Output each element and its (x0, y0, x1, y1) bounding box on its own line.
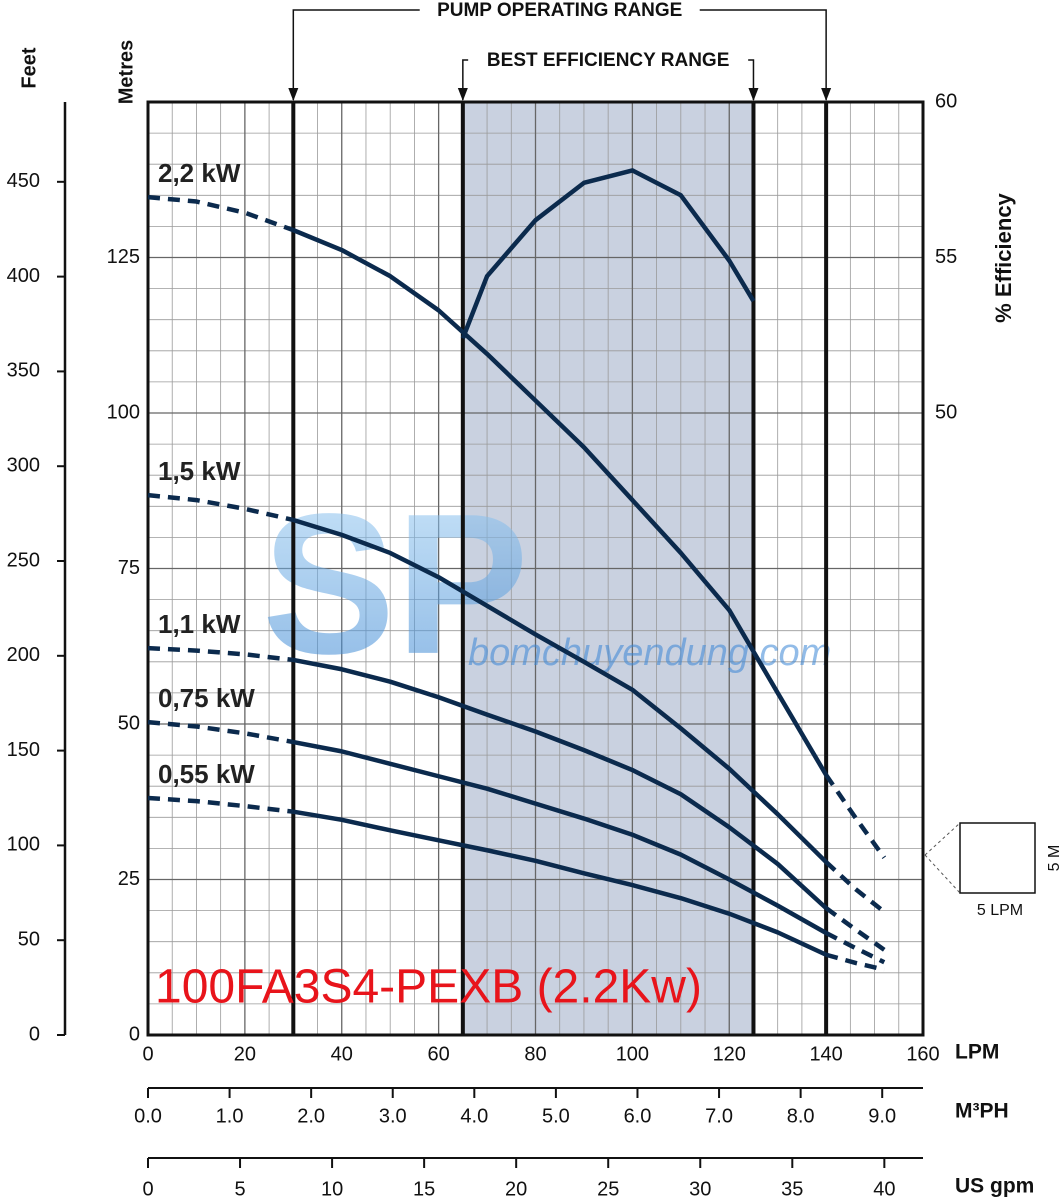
secondary-x-tick-label: 5 (234, 1178, 245, 1200)
curve-dashed (147, 719, 294, 745)
x-tick-label: 0 (142, 1043, 153, 1065)
best-efficiency-range-arrow (748, 88, 759, 101)
y-tick-label: 75 (118, 557, 140, 579)
series-label: 2,2 kW (158, 158, 241, 188)
y-tick-label: 100 (107, 401, 140, 423)
curve (292, 657, 828, 910)
secondary-x-tick-label: 25 (597, 1178, 619, 1200)
plot-frame (146, 100, 925, 1037)
best-efficiency-range-label-bg (468, 48, 749, 72)
main-layer: 0 20 40 60 80 100 120 140 1600255075100125505560… (7, 0, 957, 1200)
secondary-x-tick-label: 4.0 (460, 1105, 488, 1127)
series-label: 1,1 kW (158, 609, 241, 639)
feet-tick-label: 300 (7, 454, 40, 476)
watermark-site: bomchuyendung.com (468, 632, 831, 674)
y-axis-title: Metres (115, 40, 137, 104)
gpm-axis-title: US gpm (955, 1175, 1034, 1198)
scale-key-y-label: 5 M (1046, 845, 1063, 872)
secondary-x-tick-label: 30 (689, 1178, 711, 1200)
secondary-x-tick-label: 40 (873, 1178, 895, 1200)
feet-tick-label: 150 (7, 739, 40, 761)
secondary-x-tick-label: 9.0 (868, 1105, 896, 1127)
secondary-x-tick-label: 0.0 (134, 1105, 162, 1127)
feet-tick-label: 100 (7, 834, 40, 856)
m3ph-axis-title: M³PH (955, 1100, 1009, 1123)
y2-tick-label: 50 (935, 401, 957, 423)
secondary-x-tick-label: 1.0 (216, 1105, 244, 1127)
secondary-x-tick-label: 3.0 (379, 1105, 407, 1127)
curve (292, 739, 828, 935)
y2-axis-title: % Efficiency (991, 192, 1016, 322)
curve-dashed (147, 645, 294, 663)
y2-tick-label: 60 (935, 90, 957, 112)
x-tick-label: 40 (331, 1043, 353, 1065)
curve (292, 228, 829, 777)
x-tick-label: 140 (809, 1043, 842, 1065)
scale-key-x-label: 5 LPM (977, 902, 1023, 919)
x-tick-label: 80 (524, 1043, 546, 1065)
best-efficiency-range-label: BEST EFFICIENCY RANGE (487, 50, 729, 71)
secondary-x-tick-label: 5.0 (542, 1105, 570, 1127)
pump-operating-range-label-bg (419, 0, 700, 22)
x-tick-label: 100 (616, 1043, 649, 1065)
feet-axis-title: Feet (18, 47, 40, 88)
curve-dashed (147, 795, 294, 814)
secondary-x-tick-label: 6.0 (624, 1105, 652, 1127)
x-axis-title: LPM (955, 1041, 999, 1064)
y-tick-label: 50 (118, 712, 140, 734)
feet-tick-label: 350 (7, 360, 40, 382)
pump-operating-range-arrow (288, 88, 299, 101)
feet-tick-label: 250 (7, 549, 40, 571)
x-tick-label: 60 (428, 1043, 450, 1065)
chart-title: 100FA3S4-PEXB (2.2Kw) (155, 961, 702, 1014)
secondary-x-tick-label: 10 (321, 1178, 343, 1200)
curve-dashed (824, 773, 887, 860)
curve-dashed (824, 906, 886, 952)
curve-dashed (825, 952, 885, 972)
secondary-x-tick-label: 8.0 (787, 1105, 815, 1127)
series-label: 0,75 kW (158, 683, 255, 713)
y-tick-label: 25 (118, 868, 140, 890)
secondary-x-tick-label: 15 (413, 1178, 435, 1200)
pump-operating-range-label: PUMP OPERATING RANGE (437, 0, 682, 21)
feet-tick-label: 450 (7, 170, 40, 192)
y-tick-label: 125 (107, 246, 140, 268)
x-tick-label: 160 (906, 1043, 939, 1065)
curve-dashed (825, 930, 886, 965)
series-label: 1,5 kW (158, 456, 241, 486)
y-tick-label: 0 (129, 1023, 140, 1045)
curve (292, 809, 828, 957)
x-tick-label: 120 (713, 1043, 746, 1065)
watermark-layer: SP bomchuyendung.com (262, 473, 831, 696)
series-label: 0,55 kW (158, 759, 255, 789)
secondary-x-tick-label: 35 (781, 1178, 803, 1200)
secondary-x-tick-label: 20 (505, 1178, 527, 1200)
feet-tick-label: 50 (18, 928, 40, 950)
curve (292, 517, 828, 864)
curve-dashed (824, 860, 886, 914)
feet-tick-label: 400 (7, 265, 40, 287)
scale-key-box (959, 822, 1036, 894)
scale-key-leader (924, 822, 961, 856)
secondary-x-tick-label: 7.0 (705, 1105, 733, 1127)
efficiency-curve (460, 168, 756, 340)
curve-dashed (147, 194, 295, 233)
feet-tick-label: 200 (7, 644, 40, 666)
scale-key-leader (924, 854, 961, 894)
x-tick-label: 20 (234, 1043, 256, 1065)
secondary-x-tick-label: 0 (142, 1178, 153, 1200)
pump-operating-range-arrow (821, 88, 832, 101)
secondary-x-tick-label: 2.0 (297, 1105, 325, 1127)
curve-dashed (147, 492, 294, 523)
best-efficiency-range-arrow (457, 88, 468, 101)
y2-tick-label: 55 (935, 246, 957, 268)
watermark-logo: SP (262, 473, 529, 696)
feet-tick-label: 0 (29, 1023, 40, 1045)
